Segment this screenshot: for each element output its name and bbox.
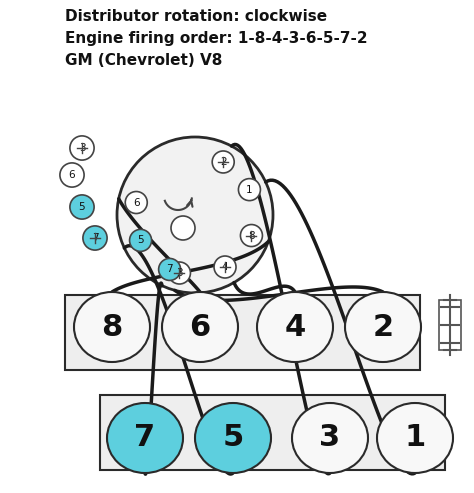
Text: 7: 7: [91, 233, 98, 243]
Text: 7: 7: [135, 423, 155, 453]
Bar: [439, 300, 461, 350]
Text: 8: 8: [101, 313, 123, 342]
Text: 5: 5: [222, 423, 244, 453]
Circle shape: [212, 151, 234, 173]
Circle shape: [168, 262, 191, 284]
Text: Engine firing order: 1-8-4-3-6-5-7-2: Engine firing order: 1-8-4-3-6-5-7-2: [65, 31, 368, 46]
Text: 8: 8: [248, 231, 255, 241]
Text: 4: 4: [284, 313, 306, 342]
Circle shape: [159, 258, 181, 281]
Text: 6: 6: [69, 170, 75, 180]
Text: 3: 3: [319, 423, 340, 453]
Ellipse shape: [162, 292, 238, 362]
Circle shape: [129, 229, 152, 251]
Text: 2: 2: [373, 313, 393, 342]
Text: 6: 6: [133, 198, 139, 208]
Text: 1: 1: [246, 184, 253, 195]
Ellipse shape: [257, 292, 333, 362]
Ellipse shape: [74, 292, 150, 362]
Bar: [65, 295, 420, 370]
Text: 3: 3: [79, 143, 85, 153]
Ellipse shape: [195, 403, 271, 473]
Text: 1: 1: [404, 423, 426, 453]
Text: 3: 3: [176, 268, 183, 278]
Circle shape: [117, 137, 273, 293]
Ellipse shape: [292, 403, 368, 473]
Bar: [100, 395, 445, 470]
Text: 5: 5: [79, 202, 85, 212]
Circle shape: [238, 178, 260, 201]
Text: 4: 4: [222, 262, 228, 272]
Text: Distributor rotation: clockwise: Distributor rotation: clockwise: [65, 9, 327, 24]
Circle shape: [171, 216, 195, 240]
Circle shape: [70, 195, 94, 219]
Text: 5: 5: [137, 235, 144, 246]
Ellipse shape: [345, 292, 421, 362]
Text: 7: 7: [166, 264, 173, 275]
Ellipse shape: [107, 403, 183, 473]
Circle shape: [70, 136, 94, 160]
Ellipse shape: [377, 403, 453, 473]
Text: 2: 2: [220, 157, 227, 167]
Circle shape: [125, 191, 147, 213]
Text: 6: 6: [190, 313, 210, 342]
Circle shape: [60, 163, 84, 187]
Circle shape: [214, 256, 236, 278]
Circle shape: [240, 224, 263, 246]
Text: GM (Chevrolet) V8: GM (Chevrolet) V8: [65, 53, 222, 68]
Circle shape: [83, 226, 107, 250]
